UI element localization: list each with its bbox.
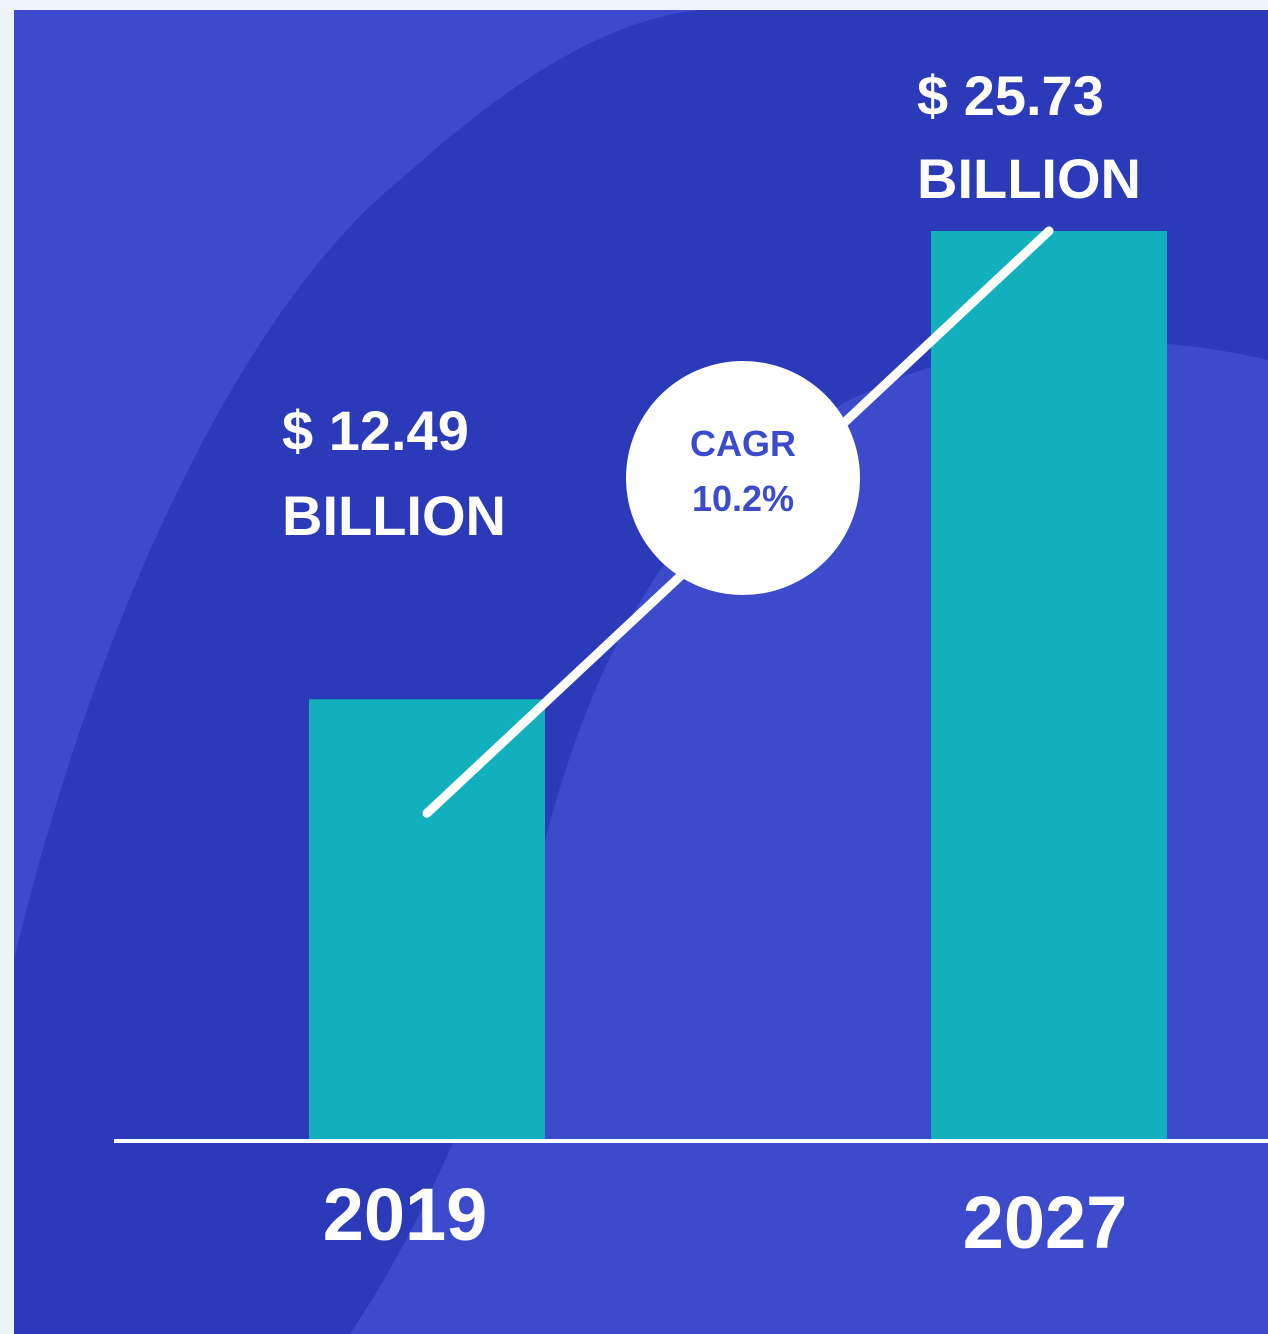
bar-2019 [309, 699, 545, 1141]
data-label-2019-unit: BILLION [282, 484, 506, 547]
x-tick-label-2027: 2027 [963, 1181, 1128, 1264]
data-label-2019-amount: $ 12.49 [282, 399, 469, 462]
cagr-badge: CAGR 10.2% [626, 361, 860, 595]
cagr-circle [626, 361, 860, 595]
data-label-2027-amount: $ 25.73 [917, 64, 1104, 127]
bar-2027 [931, 231, 1167, 1141]
data-label-2027-unit: BILLION [917, 147, 1141, 210]
cagr-label: CAGR [690, 423, 796, 464]
x-tick-label-2019: 2019 [323, 1173, 488, 1256]
cagr-value: 10.2% [692, 478, 794, 519]
